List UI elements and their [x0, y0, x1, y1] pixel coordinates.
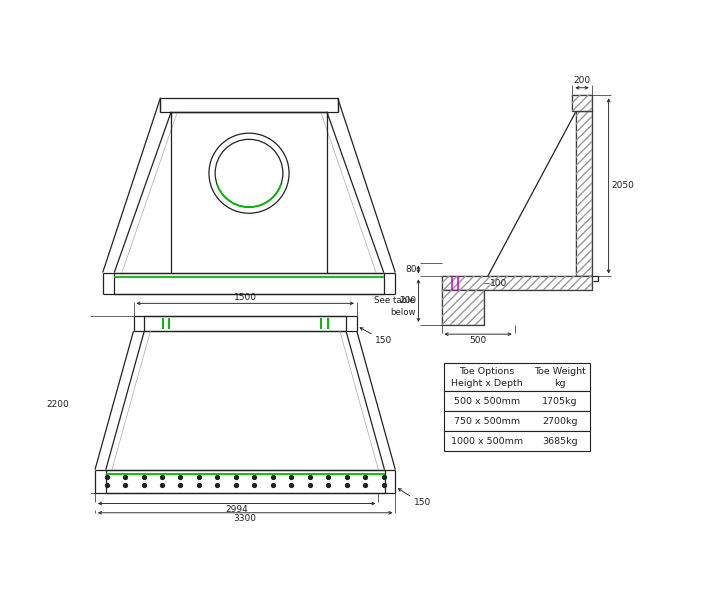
Text: See table
below: See table below: [375, 296, 415, 317]
Text: 80: 80: [405, 265, 417, 274]
Text: 2200: 2200: [47, 399, 69, 409]
Text: 150: 150: [414, 498, 431, 507]
Polygon shape: [573, 96, 591, 111]
Text: 750 x 500mm: 750 x 500mm: [454, 417, 520, 425]
Text: 200: 200: [400, 296, 417, 305]
Text: 100: 100: [490, 279, 507, 288]
Polygon shape: [441, 276, 591, 290]
Bar: [444, 391, 590, 411]
Bar: [444, 411, 590, 431]
Text: 1500: 1500: [234, 293, 257, 302]
Text: Toe Options
Height x Depth: Toe Options Height x Depth: [451, 367, 523, 388]
Text: 1000 x 500mm: 1000 x 500mm: [451, 437, 523, 445]
Text: 2050: 2050: [612, 181, 634, 191]
Text: 500: 500: [470, 336, 487, 345]
Text: Toe Weight
kg: Toe Weight kg: [534, 367, 586, 388]
Bar: [444, 363, 590, 391]
Text: 500 x 500mm: 500 x 500mm: [454, 396, 520, 406]
Text: 2994: 2994: [225, 505, 248, 514]
Text: 1705kg: 1705kg: [543, 396, 578, 406]
Polygon shape: [576, 111, 591, 276]
Bar: [444, 431, 590, 451]
Text: 2700kg: 2700kg: [543, 417, 578, 425]
Text: 3300: 3300: [234, 514, 257, 523]
Text: 200: 200: [573, 77, 591, 86]
Text: 150: 150: [375, 336, 393, 345]
Text: 3685kg: 3685kg: [542, 437, 578, 445]
Polygon shape: [441, 290, 484, 325]
